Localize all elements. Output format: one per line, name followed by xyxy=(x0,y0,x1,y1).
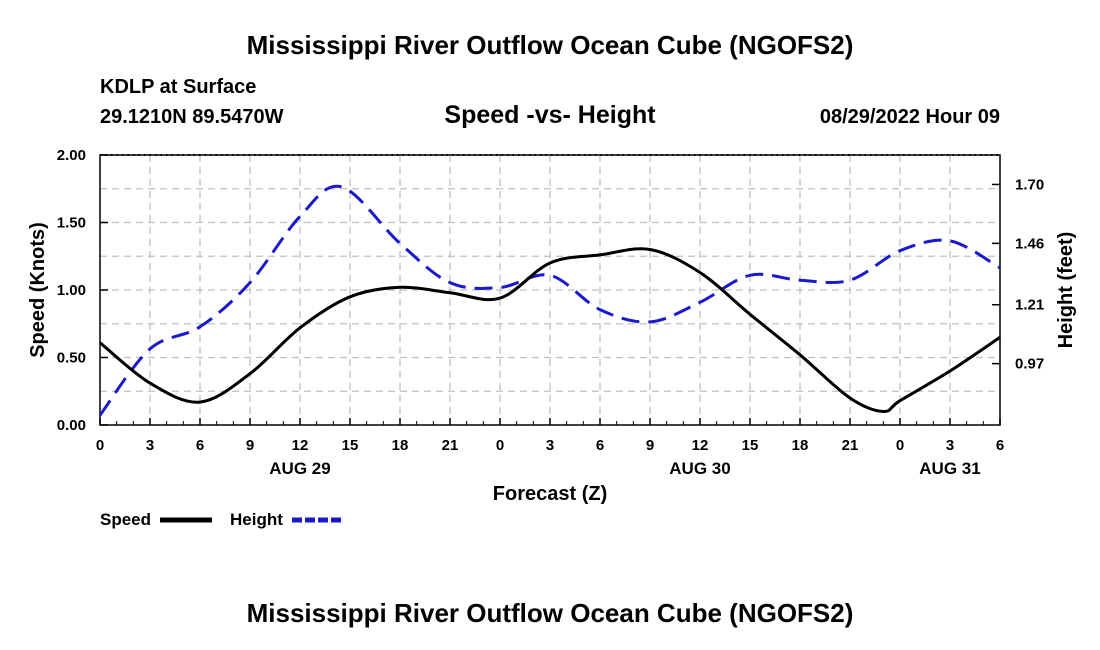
y2-axis-label: Height (feet) xyxy=(1055,232,1077,349)
x-tick-label: 0 xyxy=(96,437,104,454)
y2-tick-label: 1.21 xyxy=(1015,297,1044,314)
grid-layer xyxy=(100,155,1000,425)
x-tick-label: 21 xyxy=(442,437,459,454)
x-axis-label: Forecast (Z) xyxy=(493,483,607,505)
x-tick-label: 3 xyxy=(946,437,954,454)
x-tick-label: 6 xyxy=(596,437,604,454)
chart-subtitle: Speed -vs- Height xyxy=(444,101,656,129)
x-tick-label: 0 xyxy=(496,437,504,454)
x-tick-label: 15 xyxy=(342,437,359,454)
x-tick-label: 9 xyxy=(646,437,654,454)
x-tick-label: 18 xyxy=(392,437,409,454)
forecast-datetime: 08/29/2022 Hour 09 xyxy=(819,106,1000,128)
x-tick-label: 18 xyxy=(792,437,809,454)
x-date-label: AUG 29 xyxy=(269,459,330,478)
footer-title: Mississippi River Outflow Ocean Cube (NG… xyxy=(246,598,854,628)
legend-speed-label: Speed xyxy=(100,510,151,529)
y-tick-label: 1.50 xyxy=(57,215,86,232)
x-tick-label: 3 xyxy=(146,437,154,454)
y2-tick-label: 0.97 xyxy=(1015,356,1044,373)
x-tick-label: 15 xyxy=(742,437,759,454)
legend-height-label: Height xyxy=(230,510,283,529)
chart-title: Mississippi River Outflow Ocean Cube (NG… xyxy=(246,30,854,60)
x-tick-label: 12 xyxy=(692,437,709,454)
speed-series-line xyxy=(99,247,1001,414)
y-tick-label: 0.00 xyxy=(57,417,86,434)
station-coords: 29.1210N 89.5470W xyxy=(100,106,284,128)
x-date-label: AUG 30 xyxy=(669,459,730,478)
x-tick-label: 6 xyxy=(196,437,204,454)
y-tick-label: 2.00 xyxy=(57,147,86,164)
y2-tick-label: 1.70 xyxy=(1015,176,1044,193)
x-tick-label: 3 xyxy=(546,437,554,454)
x-tick-label: 12 xyxy=(292,437,309,454)
axis-layer: 0 3 6 9 12 15 18 21 0 3 6 9 12 15 18 21 0 3 6 AUG 29 AUG 30 A… xyxy=(57,147,1044,478)
station-label: KDLP at Surface xyxy=(100,76,257,98)
y-tick-label: 1.00 xyxy=(57,282,86,299)
x-tick-label: 9 xyxy=(246,437,254,454)
y2-tick-label: 1.46 xyxy=(1015,235,1044,252)
y-tick-label: 0.50 xyxy=(57,350,86,367)
y-axis-label: Speed (Knots) xyxy=(27,222,49,358)
x-tick-label: 6 xyxy=(996,437,1004,454)
x-date-label: AUG 31 xyxy=(919,459,980,478)
x-tick-label: 0 xyxy=(896,437,904,454)
x-tick-label: 21 xyxy=(842,437,859,454)
